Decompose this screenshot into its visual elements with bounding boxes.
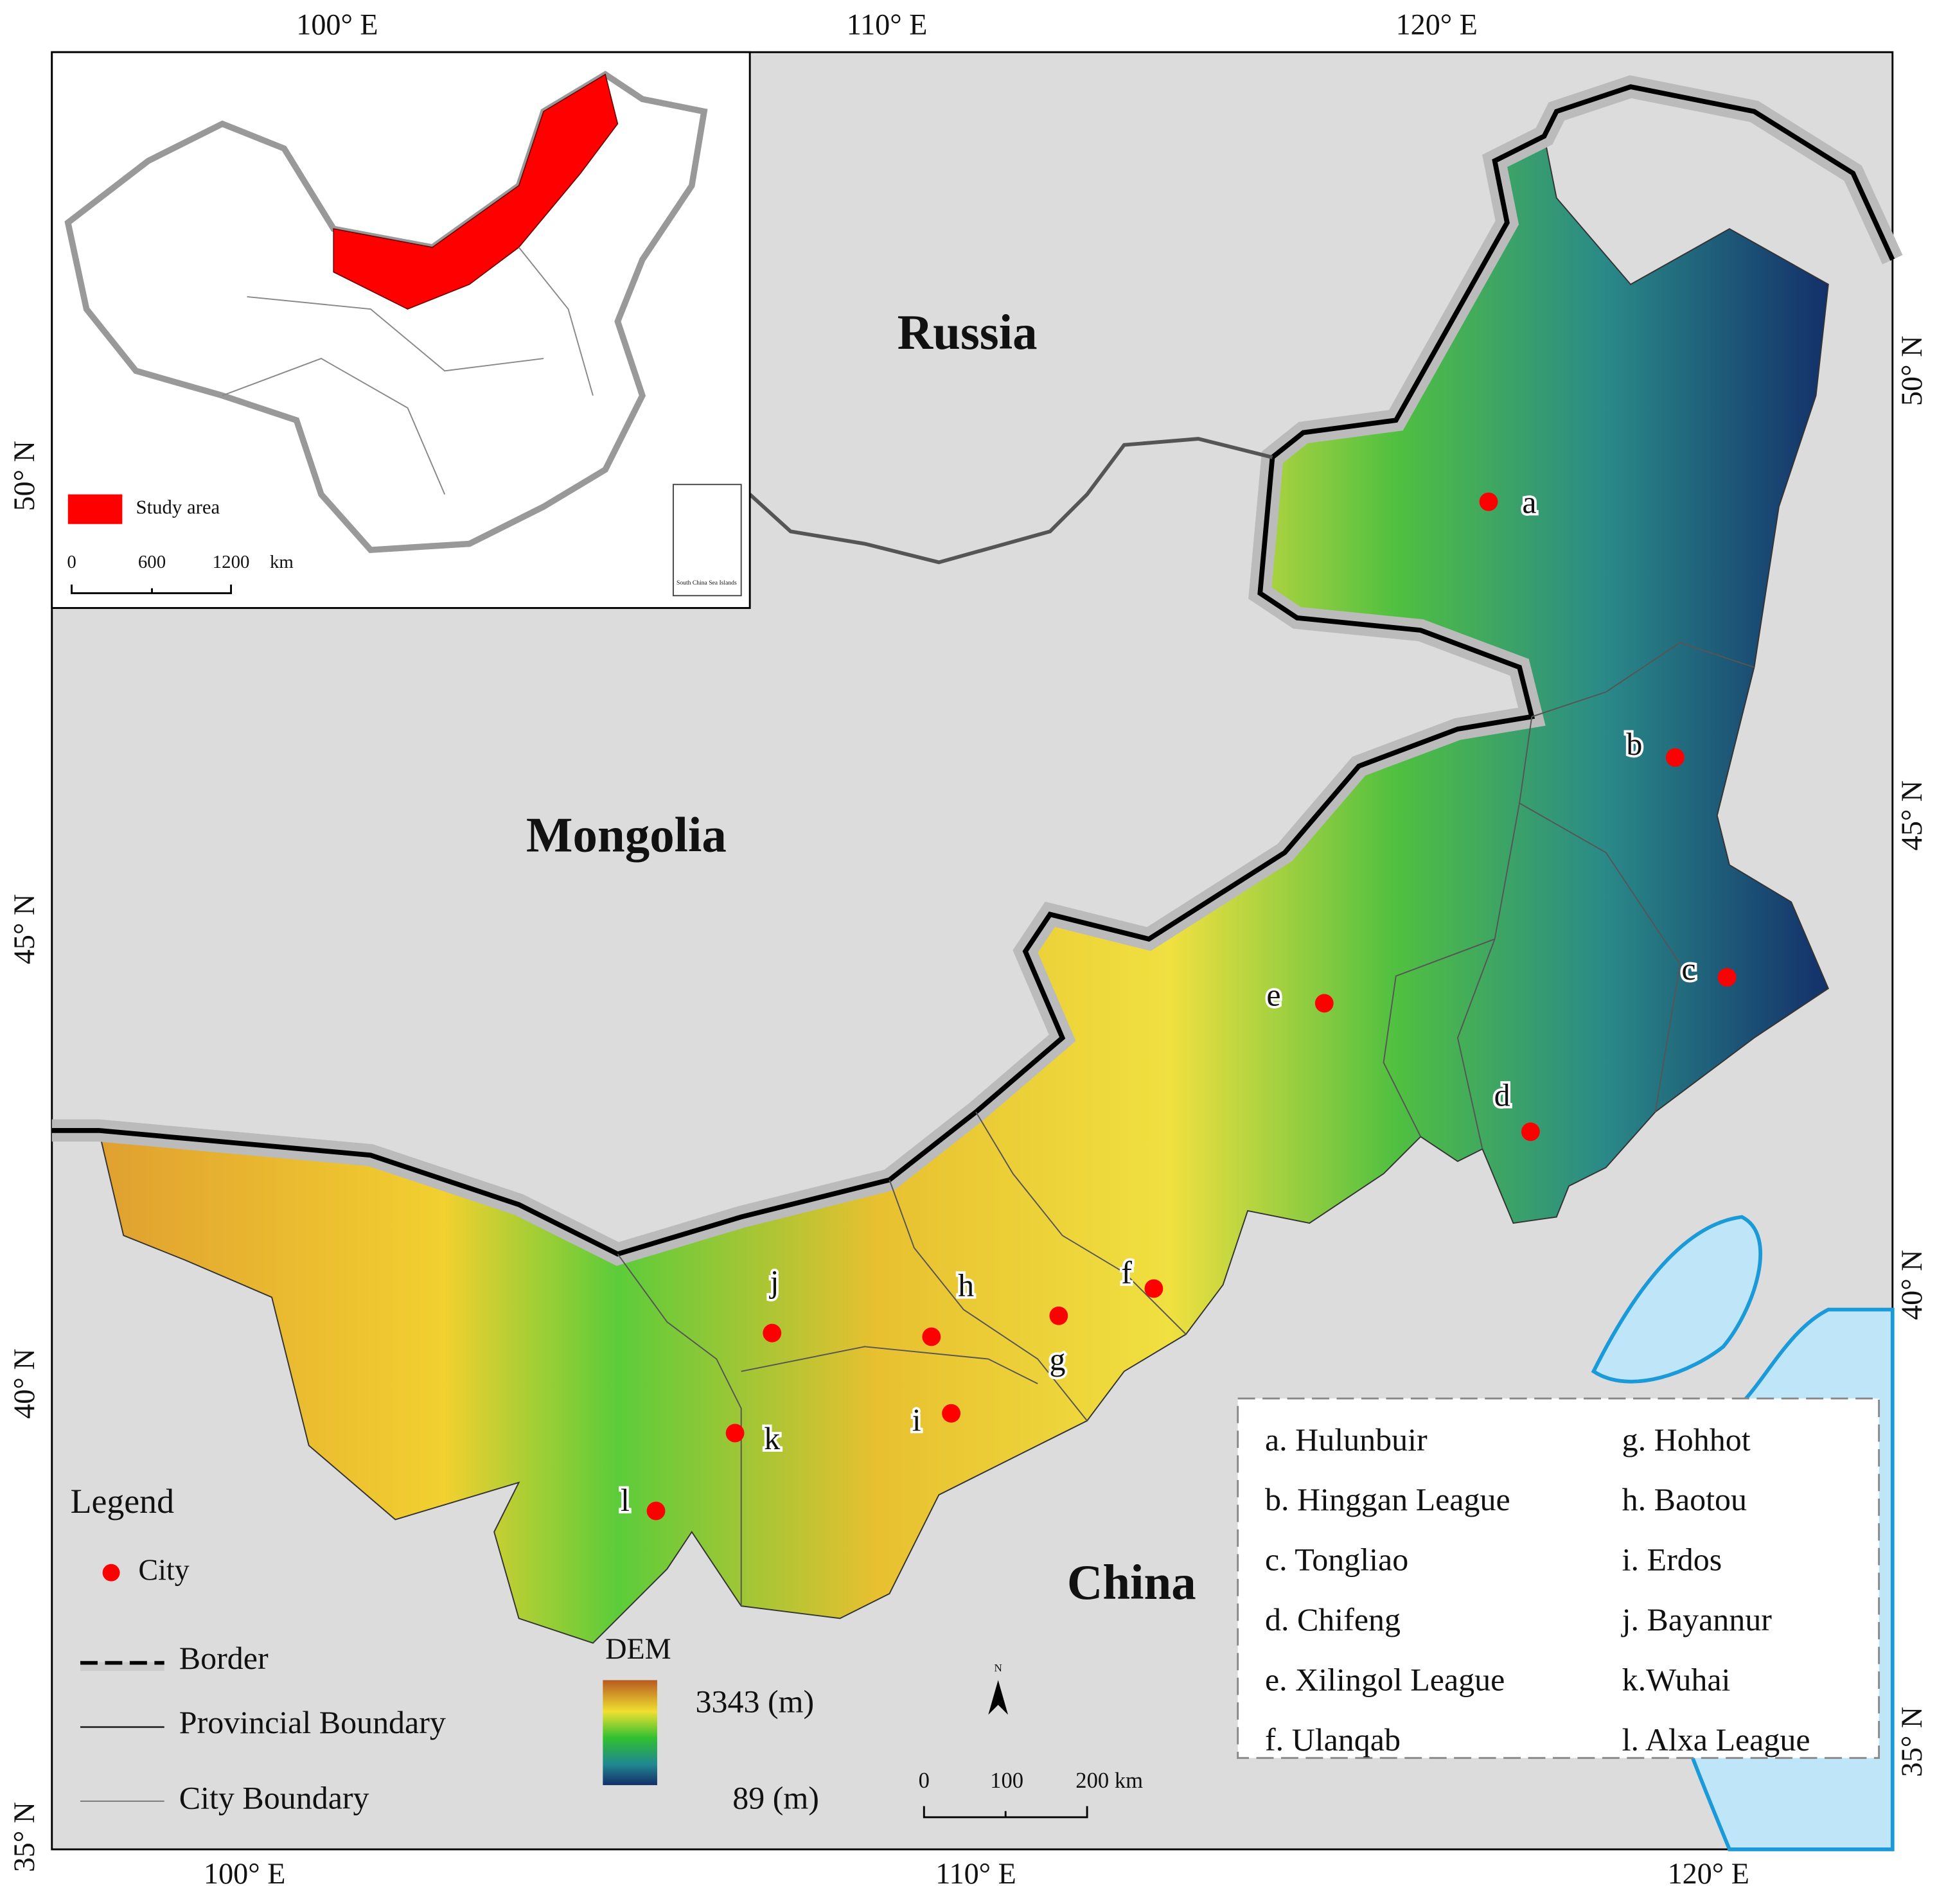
city-marker [646, 1501, 666, 1521]
city-label: a [1522, 484, 1536, 520]
city-label: d [1494, 1077, 1510, 1113]
legend-city-symbol [102, 1564, 120, 1582]
latitude-label: 40° N [1895, 1249, 1928, 1319]
longitude-label: 100° E [296, 8, 378, 40]
country-label: China [1067, 1555, 1196, 1610]
inset-scale-bar [71, 584, 233, 594]
legend-item: Provincial Boundary [179, 1704, 446, 1740]
city-label: d [1494, 1077, 1510, 1113]
city-boundary [617, 642, 1755, 1607]
city-label: k [764, 1420, 780, 1456]
legend-item: City Boundary [179, 1779, 369, 1815]
latitude-label: 50° N [8, 441, 40, 511]
country-label: Mongolia [526, 807, 727, 863]
scale-label: 0 [919, 1768, 930, 1793]
inset-boundaries [222, 247, 594, 495]
city-label: c [1681, 951, 1695, 987]
city-label: g [1049, 1341, 1065, 1377]
city-label: k [764, 1420, 780, 1456]
city-label: l [621, 1482, 630, 1518]
north-label: N [994, 1662, 1002, 1674]
city-label: g [1049, 1341, 1065, 1377]
scale-bar [923, 1806, 1088, 1819]
scale-label: 100 [990, 1768, 1023, 1793]
city-label: j [769, 1264, 779, 1300]
dem-low: 89 (m) [732, 1779, 819, 1815]
city-label: a [1522, 484, 1536, 520]
city-key-item: g. Hohhot [1622, 1422, 1751, 1458]
city-label: f [1121, 1255, 1132, 1291]
country-label: Russia [898, 304, 1038, 360]
inset-scale-label: 0 [67, 552, 76, 572]
inset-scale-label: km [270, 552, 294, 572]
latitude-label: 45° N [1895, 780, 1928, 851]
inset-scale-label: 600 [138, 552, 166, 572]
city-key-box [1237, 1397, 1880, 1759]
city-key-item: a. Hulunbuir [1265, 1422, 1428, 1458]
city-key-item: k.Wuhai [1622, 1662, 1731, 1698]
city-label: b [1626, 726, 1642, 762]
city-key-item: b. Hinggan League [1265, 1481, 1510, 1517]
city-key-item: c. Tongliao [1265, 1542, 1408, 1578]
city-label: b [1626, 726, 1642, 762]
city-label: h [958, 1267, 974, 1303]
city-marker [725, 1424, 745, 1443]
inset-scale-label: 1200 [213, 552, 250, 572]
city-marker [942, 1404, 961, 1423]
legend-item: City [138, 1553, 189, 1586]
latitude-label: 45° N [8, 894, 40, 964]
city-marker [763, 1323, 782, 1343]
city-marker [1144, 1279, 1163, 1298]
legend-item: Border [179, 1640, 269, 1676]
city-label: e [1266, 977, 1280, 1013]
inset-study-area [333, 73, 619, 310]
inset-islands-label: South China Sea Islands [677, 579, 737, 586]
inset-islands-box [672, 484, 742, 597]
longitude-label: 120° E [1668, 1857, 1749, 1890]
city-label: j [769, 1264, 779, 1300]
dem-title: DEM [605, 1632, 671, 1665]
inset-legend-swatch [67, 494, 123, 524]
dem-high: 3343 (m) [696, 1683, 815, 1719]
city-label: l [621, 1482, 630, 1518]
city-label: i [912, 1402, 921, 1438]
dem-colorbar [603, 1680, 657, 1785]
city-marker [1665, 748, 1685, 767]
city-key-item: e. Xilingol League [1265, 1662, 1505, 1698]
city-label: c [1681, 951, 1695, 987]
city-marker [1479, 492, 1498, 511]
city-marker [1717, 967, 1737, 987]
latitude-label: 40° N [8, 1348, 40, 1418]
city-marker [1521, 1122, 1540, 1142]
scale-label: 200 km [1075, 1768, 1143, 1793]
city-key-item: h. Baotou [1622, 1481, 1747, 1517]
latitude-label: 35° N [8, 1802, 40, 1872]
longitude-label: 100° E [204, 1857, 285, 1890]
city-marker [1049, 1306, 1068, 1325]
legend-title: Legend [71, 1482, 174, 1521]
inset-legend-label: Study area [136, 497, 220, 518]
latitude-label: 35° N [1895, 1707, 1928, 1777]
longitude-label: 110° E [847, 8, 928, 40]
city-key-item: f. Ulanqab [1265, 1722, 1401, 1758]
city-label: i [912, 1402, 921, 1438]
city-key: a. Hulunbuir b. Hinggan League c. Tongliao… [1265, 1422, 1810, 1758]
border [748, 437, 1273, 565]
city-marker [1314, 994, 1334, 1013]
city-key-item: d. Chifeng [1265, 1601, 1401, 1637]
city-label: h [958, 1267, 974, 1303]
city-label: e [1266, 977, 1280, 1013]
north-arrow [988, 1680, 1009, 1715]
city-key-item: l. Alxa League [1622, 1722, 1810, 1758]
city-key-item: i. Erdos [1622, 1542, 1722, 1578]
latitude-label: 50° N [1895, 336, 1928, 406]
city-key-item: j. Bayannur [1621, 1601, 1773, 1637]
graticule-labels: 100° E 110° E 120° E 100° E 110° E 120° E 50° … [8, 8, 1928, 1889]
longitude-label: 120° E [1396, 8, 1478, 40]
longitude-label: 110° E [935, 1857, 1016, 1890]
city-marker [922, 1327, 941, 1346]
